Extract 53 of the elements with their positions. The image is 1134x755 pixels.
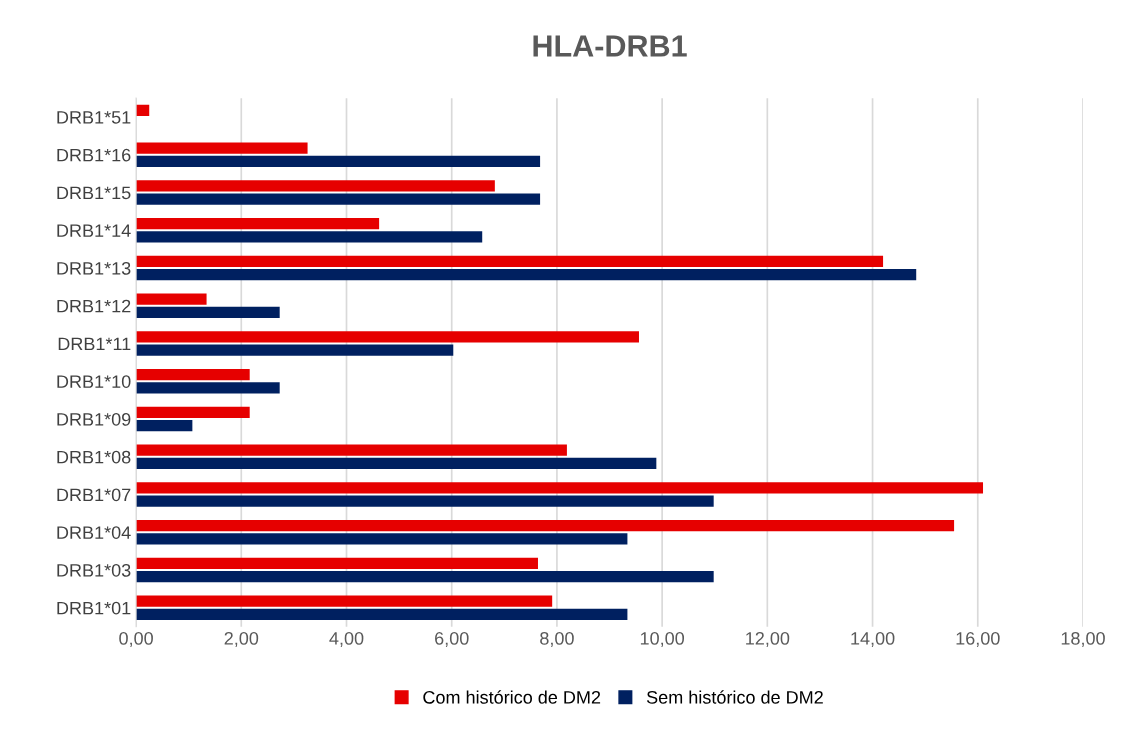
y-tick-label: DRB1*10	[57, 375, 131, 388]
y-tick-label: DRB1*51	[57, 111, 131, 124]
legend-label: Sem histórico de DM2	[646, 690, 823, 704]
x-tick-label: 6,00	[435, 631, 469, 647]
bar	[136, 155, 541, 167]
bar	[136, 293, 207, 305]
bar	[136, 231, 483, 243]
x-tick-label: 18,00	[1061, 631, 1105, 647]
y-tick-label: DRB1*09	[57, 412, 131, 426]
bar	[136, 557, 538, 570]
bar	[136, 495, 714, 507]
bar	[136, 420, 193, 432]
bar	[136, 533, 628, 545]
bar	[136, 406, 250, 419]
bar	[136, 193, 541, 205]
y-tick-label: DRB1*13	[57, 261, 131, 275]
y-tick-label: DRB1*04	[57, 526, 131, 539]
x-tick-label: 0,00	[119, 631, 153, 647]
bar	[136, 369, 250, 381]
y-tick-label: DRB1*16	[57, 148, 131, 162]
x-tick-label: 16,00	[956, 631, 1000, 647]
bar	[136, 269, 917, 281]
x-tick-label: 12,00	[746, 631, 790, 647]
legend-label: Com histórico de DM2	[423, 690, 601, 704]
y-tick-label: DRB1*12	[57, 299, 131, 313]
x-tick-label: 2,00	[224, 631, 259, 647]
bar	[136, 306, 280, 318]
bar	[136, 218, 380, 230]
x-tick-label: 14,00	[851, 631, 895, 647]
bar	[136, 608, 628, 620]
y-tick-label: DRB1*01	[57, 601, 131, 615]
x-tick-label: 8,00	[540, 631, 574, 647]
bar	[136, 382, 280, 394]
y-tick-label: DRB1*03	[57, 563, 131, 577]
bar	[136, 180, 495, 192]
bar	[136, 344, 454, 356]
y-tick-label: DRB1*15	[57, 186, 131, 200]
chart-title: HLA-DRB1	[533, 35, 687, 57]
x-tick-label: 10,00	[640, 631, 685, 647]
bar	[136, 255, 884, 268]
bar	[136, 520, 955, 532]
bar	[136, 331, 639, 343]
bar	[136, 482, 984, 494]
bar	[136, 444, 567, 456]
bar	[136, 457, 657, 469]
x-tick-label: 4,00	[329, 631, 364, 647]
y-tick-label: DRB1*08	[57, 450, 131, 464]
y-tick-label: DRB1*07	[57, 488, 131, 502]
bar	[136, 142, 308, 154]
bar	[136, 571, 714, 583]
bar	[136, 595, 553, 607]
y-tick-label: DRB1*14	[57, 224, 131, 237]
y-tick-label: DRB1*11	[58, 337, 131, 351]
